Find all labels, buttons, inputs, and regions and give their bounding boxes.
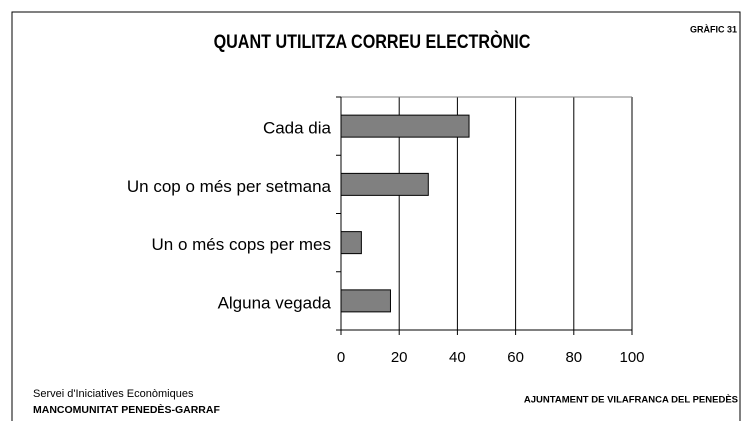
bar bbox=[340, 289, 391, 313]
bar bbox=[340, 231, 362, 255]
x-tick-label: 60 bbox=[507, 349, 524, 366]
x-tick-label: 40 bbox=[449, 349, 466, 366]
bar bbox=[340, 114, 470, 138]
y-tick-label: Alguna vegada bbox=[218, 293, 332, 312]
chart-title: QUANT UTILITZA CORREU ELECTRÒNIC bbox=[214, 30, 531, 53]
frame bbox=[11, 11, 741, 421]
chart-number: GRÀFIC 31 bbox=[690, 24, 737, 34]
y-tick-label: Un cop o més per setmana bbox=[127, 177, 332, 196]
bar bbox=[340, 172, 429, 196]
x-tick-label: 80 bbox=[565, 349, 582, 366]
source: Servei d'Iniciatives Econòmiques bbox=[33, 388, 194, 400]
x-tick-label: 100 bbox=[619, 349, 644, 366]
publisher: AJUNTAMENT DE VILAFRANCA DEL PENEDÈS bbox=[524, 395, 738, 406]
x-tick-label: 20 bbox=[391, 349, 408, 366]
organization: MANCOMUNITAT PENEDÈS-GARRAF bbox=[33, 403, 220, 416]
y-tick-label: Cada dia bbox=[263, 119, 332, 138]
x-tick-label: 0 bbox=[337, 349, 345, 366]
y-tick-label: Un o més cops per mes bbox=[151, 235, 331, 254]
